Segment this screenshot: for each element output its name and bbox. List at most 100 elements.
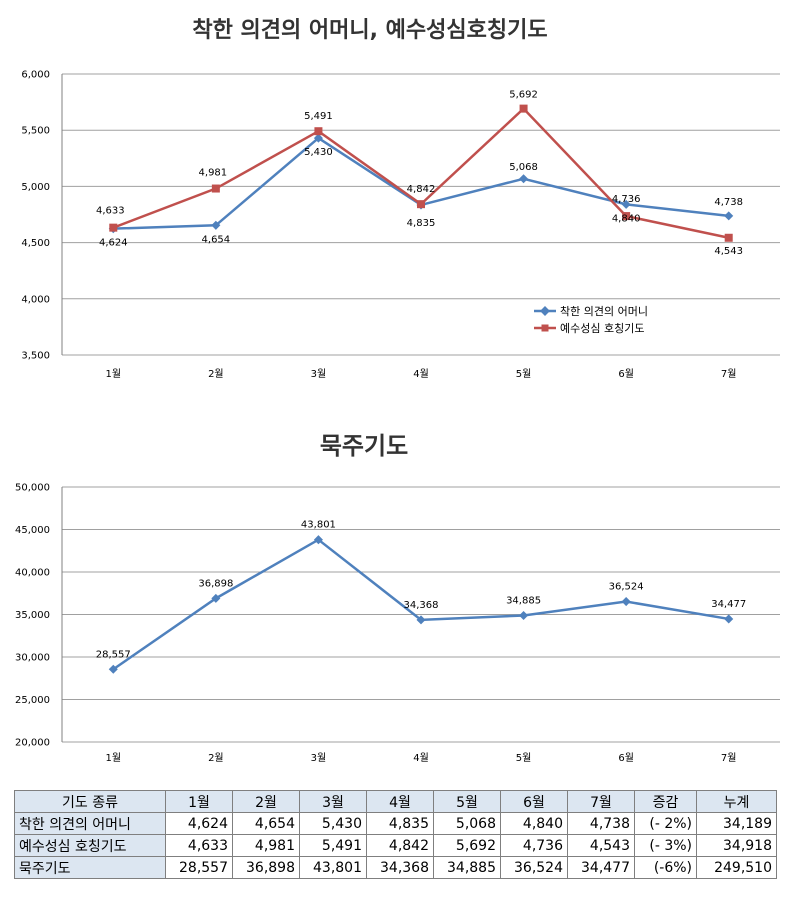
square-marker xyxy=(622,212,631,221)
table-cell: 36,898 xyxy=(232,856,300,879)
square-marker xyxy=(724,233,733,242)
chart1-legend: 착한 의견의 어머니 예수성심 호칭기도 xyxy=(534,305,648,335)
data-label: 4,738 xyxy=(714,197,743,208)
square-marker xyxy=(519,104,528,113)
table-header-cell: 5월 xyxy=(433,790,501,813)
legend-entry-series1: 착한 의견의 어머니 xyxy=(560,305,648,318)
table-cell: 4,835 xyxy=(366,812,434,835)
table-cell: 36,524 xyxy=(500,856,568,879)
data-label: 34,477 xyxy=(711,599,746,610)
square-marker xyxy=(314,127,323,136)
x-tick-label: 3월 xyxy=(311,368,327,380)
x-tick-label: 1월 xyxy=(106,752,122,764)
data-label: 5,491 xyxy=(304,111,333,122)
table-cell: 4,654 xyxy=(232,812,300,835)
table-row-name: 착한 의견의 어머니 xyxy=(14,812,166,835)
table-cell: 34,189 xyxy=(696,812,777,835)
data-label: 43,801 xyxy=(301,520,336,531)
table-row: 착한 의견의 어머니 4,624 4,654 5,430 4,835 5,068 4,840… xyxy=(14,812,777,835)
y-tick-label: 40,000 xyxy=(15,568,50,579)
chart-prayer-two-series: 착한 의견의 어머니, 예수성심호칭기도 3,500 4,000 4,500 5,00… xyxy=(21,18,780,380)
diamond-marker xyxy=(313,133,323,143)
table-cell: 34,885 xyxy=(433,856,501,879)
table-cell: 249,510 xyxy=(696,856,777,879)
square-marker xyxy=(109,223,118,232)
x-tick-label: 5월 xyxy=(516,368,532,380)
table-cell: 4,738 xyxy=(567,812,635,835)
y-tick-label: 5,000 xyxy=(21,182,50,193)
table-cell: (- 3%) xyxy=(634,834,697,857)
data-label: 4,840 xyxy=(612,213,641,224)
y-tick-label: 50,000 xyxy=(15,483,50,494)
y-tick-label: 35,000 xyxy=(15,610,50,621)
x-tick-label: 2월 xyxy=(208,752,224,764)
data-label: 4,654 xyxy=(202,234,231,245)
data-label: 5,692 xyxy=(509,90,538,101)
summary-table: 기도 종류 1월 2월 3월 4월 5월 6월 7월 증감 누계 착한 의견의 어머니 4,624 4… xyxy=(14,790,777,879)
square-marker xyxy=(417,200,425,209)
data-label: 4,624 xyxy=(99,238,128,249)
data-label: 34,885 xyxy=(506,595,541,606)
data-label: 4,543 xyxy=(714,246,743,257)
x-tick-label: 3월 xyxy=(311,752,327,764)
table-row: 묵주기도 28,557 36,898 43,801 34,368 34,885 36,524… xyxy=(14,856,777,879)
y-tick-label: 4,000 xyxy=(21,294,50,305)
table-header-cell: 6월 xyxy=(500,790,568,813)
table-cell: 28,557 xyxy=(165,856,233,879)
table-header-cell: 4월 xyxy=(366,790,434,813)
table-cell: (-6%) xyxy=(634,856,697,879)
y-tick-label: 5,500 xyxy=(21,126,50,137)
diamond-marker xyxy=(519,610,529,621)
table-cell: 34,477 xyxy=(567,856,635,879)
table-cell: (- 2%) xyxy=(634,812,697,835)
legend-entry-series2: 예수성심 호칭기도 xyxy=(560,322,644,335)
y-tick-label: 20,000 xyxy=(15,738,50,749)
x-tick-label: 7월 xyxy=(721,752,737,764)
table-cell: 4,633 xyxy=(165,834,233,857)
table-cell: 4,624 xyxy=(165,812,233,835)
table-cell: 5,430 xyxy=(299,812,367,835)
diamond-marker xyxy=(519,174,529,184)
table-row-name: 예수성심 호칭기도 xyxy=(14,834,166,857)
data-label: 34,368 xyxy=(404,600,439,611)
table-cell: 34,918 xyxy=(696,834,777,857)
diamond-marker xyxy=(416,615,426,625)
table-header-cell: 기도 종류 xyxy=(14,790,166,813)
chart2-title: 묵주기도 xyxy=(320,432,408,460)
data-label: 5,068 xyxy=(509,162,538,173)
y-tick-label: 4,500 xyxy=(21,238,50,249)
data-label: 4,633 xyxy=(96,206,125,217)
table-cell: 43,801 xyxy=(299,856,367,879)
table-row: 예수성심 호칭기도 4,633 4,981 5,491 4,842 5,692 4,736 4… xyxy=(14,834,777,857)
table-cell: 5,491 xyxy=(299,834,367,857)
diamond-marker xyxy=(724,614,734,624)
table-cell: 5,692 xyxy=(433,834,501,857)
chart-rosary: 묵주기도 20,000 25,000 30,000 35,000 40,000 45,00… xyxy=(15,432,780,764)
diamond-marker xyxy=(621,597,631,607)
table-header-cell: 2월 xyxy=(232,790,300,813)
x-tick-label: 7월 xyxy=(721,368,737,380)
table-cell: 4,981 xyxy=(232,834,300,857)
x-tick-label: 2월 xyxy=(208,368,224,380)
legend-marker-square xyxy=(541,324,549,332)
table-header-cell: 누계 xyxy=(696,790,777,813)
table-header-row: 기도 종류 1월 2월 3월 4월 5월 6월 7월 증감 누계 xyxy=(14,790,777,813)
table-cell: 34,368 xyxy=(366,856,434,879)
diamond-marker xyxy=(724,211,734,221)
table-cell: 4,840 xyxy=(500,812,568,835)
x-tick-label: 6월 xyxy=(618,368,634,380)
data-label: 4,835 xyxy=(407,218,436,229)
x-tick-label: 4월 xyxy=(413,368,429,380)
y-tick-label: 25,000 xyxy=(15,695,50,706)
data-label: 4,842 xyxy=(407,184,436,195)
legend-marker-diamond xyxy=(540,306,550,316)
chart1-title: 착한 의견의 어머니, 예수성심호칭기도 xyxy=(192,18,547,43)
table-cell: 4,736 xyxy=(500,834,568,857)
data-label: 4,736 xyxy=(612,194,641,205)
data-label: 4,981 xyxy=(199,168,228,179)
data-label: 28,557 xyxy=(96,649,131,660)
x-tick-label: 4월 xyxy=(413,752,429,764)
y-tick-label: 3,500 xyxy=(21,351,50,362)
y-tick-label: 45,000 xyxy=(15,525,50,536)
table-header-cell: 3월 xyxy=(299,790,367,813)
